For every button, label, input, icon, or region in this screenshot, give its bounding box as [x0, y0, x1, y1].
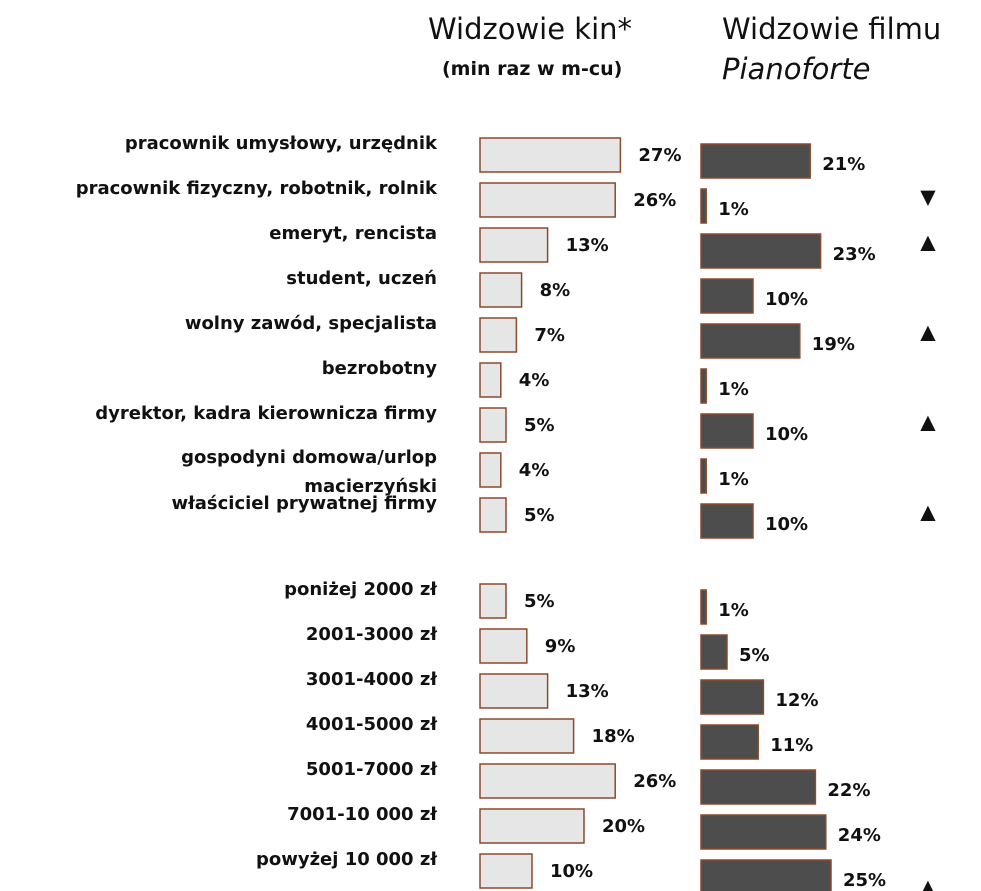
bar — [479, 853, 533, 889]
bar — [700, 769, 817, 805]
category-label: student, uczeń — [286, 268, 437, 289]
value-label: 5% — [739, 645, 770, 666]
value-label: 1% — [718, 600, 749, 621]
value-label: 24% — [838, 825, 881, 846]
bar — [479, 583, 507, 619]
value-label: 12% — [775, 690, 818, 711]
category-label: emeryt, rencista — [269, 223, 437, 244]
value-label: 10% — [765, 514, 808, 535]
category-label: bezrobotny — [321, 358, 437, 379]
value-label: 13% — [566, 235, 609, 256]
value-label: 13% — [566, 681, 609, 702]
category-label: pracownik umysłowy, urzędnik — [124, 133, 437, 154]
series-title: Widzowie kin* — [428, 12, 633, 46]
value-label: 26% — [633, 771, 676, 792]
value-label: 18% — [592, 726, 635, 747]
value-label: 5% — [524, 415, 555, 436]
value-label: 4% — [519, 370, 550, 391]
value-label: 27% — [638, 145, 681, 166]
value-label: 7% — [534, 325, 565, 346]
category-label: poniżej 2000 zł — [284, 579, 437, 600]
value-label: 10% — [550, 861, 593, 882]
bar — [700, 233, 822, 269]
series-subtitle: Pianoforte — [722, 52, 871, 86]
trend-marker: ▲ — [920, 875, 936, 891]
value-label: 26% — [633, 190, 676, 211]
trend-marker: ▲ — [920, 230, 936, 254]
trend-marker: ▲ — [920, 500, 936, 524]
bar — [479, 628, 528, 664]
value-label: 8% — [540, 280, 571, 301]
bar — [479, 497, 507, 533]
value-label: 1% — [718, 469, 749, 490]
bar — [479, 763, 616, 799]
value-label: 9% — [545, 636, 576, 657]
value-label: 22% — [827, 780, 870, 801]
bar — [479, 317, 518, 353]
bar — [479, 673, 549, 709]
bar — [700, 188, 707, 224]
category-label: dyrektor, kadra kierownicza firmy — [95, 403, 437, 424]
bar — [700, 859, 832, 891]
bar — [700, 143, 811, 179]
value-label: 10% — [765, 424, 808, 445]
value-label: 1% — [718, 199, 749, 220]
bar — [700, 503, 754, 539]
bar — [700, 278, 754, 314]
category-label: 3001-4000 zł — [305, 669, 437, 690]
category-label: właściciel prywatnej firmy — [171, 493, 437, 514]
series-subtitle: (min raz w m-cu) — [442, 58, 623, 80]
series-title: Widzowie filmu — [722, 12, 942, 46]
category-label: 5001-7000 zł — [305, 759, 437, 780]
value-label: 21% — [822, 154, 865, 175]
bar — [700, 634, 728, 670]
trend-marker: ▲ — [920, 320, 936, 344]
category-label: gospodyni domowa/urlop macierzyński — [181, 447, 437, 497]
trend-marker: ▼ — [920, 185, 936, 209]
bar — [479, 137, 622, 173]
category-label: wolny zawód, specjalista — [184, 313, 437, 334]
bar — [700, 724, 759, 760]
bar — [479, 452, 502, 488]
bar — [479, 808, 585, 844]
category-label: 4001-5000 zł — [305, 714, 437, 735]
value-label: 19% — [812, 334, 855, 355]
value-label: 10% — [765, 289, 808, 310]
category-label: pracownik fizyczny, robotnik, rolnik — [75, 178, 437, 199]
bar — [479, 227, 549, 263]
bar — [479, 718, 575, 754]
bar — [700, 589, 707, 625]
trend-marker: ▲ — [920, 410, 936, 434]
bar — [479, 272, 523, 308]
category-label: powyżej 10 000 zł — [255, 849, 437, 870]
bar — [700, 458, 707, 494]
bar — [479, 407, 507, 443]
category-label: 7001-10 000 zł — [287, 804, 437, 825]
bar — [479, 362, 502, 398]
value-label: 1% — [718, 379, 749, 400]
bar — [700, 679, 765, 715]
bar — [700, 413, 754, 449]
bar — [700, 368, 707, 404]
category-label: 2001-3000 zł — [305, 624, 437, 645]
value-label: 4% — [519, 460, 550, 481]
bar — [700, 814, 827, 850]
value-label: 23% — [833, 244, 876, 265]
bar — [700, 323, 801, 359]
value-label: 20% — [602, 816, 645, 837]
value-label: 5% — [524, 591, 555, 612]
bar — [479, 182, 616, 218]
value-label: 5% — [524, 505, 555, 526]
value-label: 11% — [770, 735, 813, 756]
value-label: 25% — [843, 870, 886, 891]
